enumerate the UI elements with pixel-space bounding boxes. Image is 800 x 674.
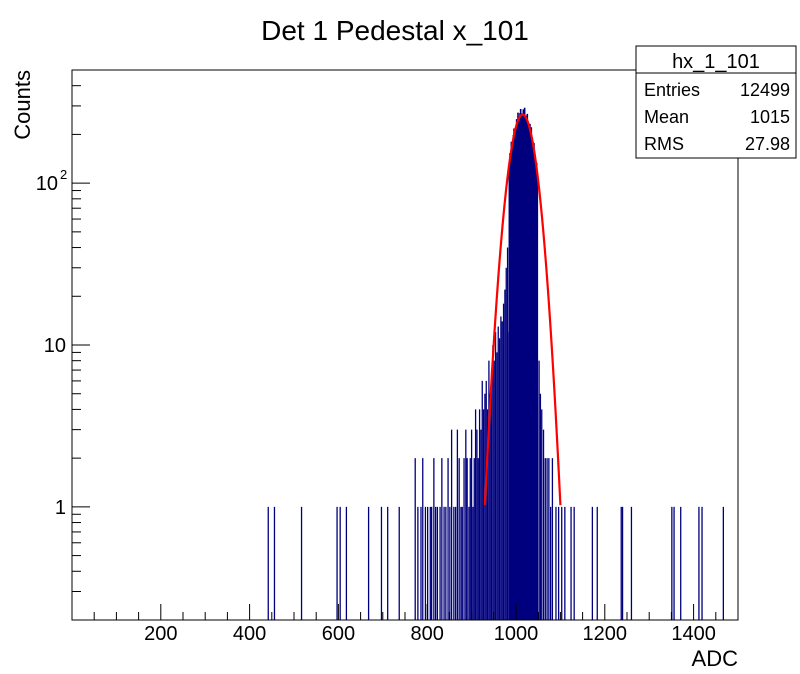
stats-rms-value: 27.98 [745,134,790,154]
stats-mean-value: 1015 [750,107,790,127]
stats-entries-label: Entries [644,80,700,100]
histogram-peak [508,107,539,620]
y-tick-label: 1 [55,497,66,519]
stats-rms-label: RMS [644,134,684,154]
stats-box-name: hx_1_101 [672,51,760,73]
x-tick-label: 800 [411,623,444,645]
y-axis-label: Counts [10,70,35,140]
x-tick-label: 400 [233,623,266,645]
x-tick-label: 1200 [583,623,628,645]
x-tick-label: 1000 [494,623,539,645]
y-tick-label-exponent: 2 [60,167,67,182]
stats-mean-label: Mean [644,107,689,127]
gaussian-fit-curve [483,113,562,506]
stats-entries-value: 12499 [740,80,790,100]
x-tick-label: 600 [322,623,355,645]
stats-box: hx_1_101 Entries 12499 Mean 1015 RMS 27.… [635,45,797,159]
histogram-bins [267,247,724,620]
x-axis-ticks: 200 400 600 800 1000 1200 1400 [93,604,717,645]
y-tick-label: 10 [44,335,66,357]
x-tick-label: 200 [144,623,177,645]
x-axis-label: ADC [692,646,739,671]
chart-title: Det 1 Pedestal x_101 [261,15,529,46]
y-tick-label: 10 [36,173,58,195]
x-tick-label: 1400 [671,623,716,645]
